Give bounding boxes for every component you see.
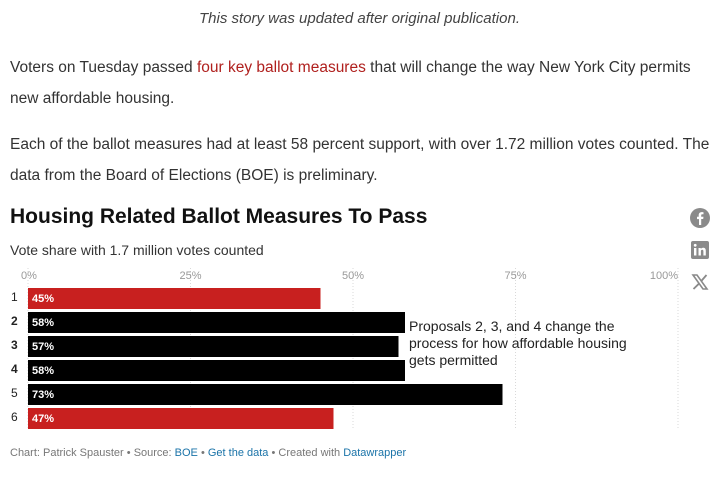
bar-value-label: 58% [32, 317, 54, 329]
annotation-line: Proposals 2, 3, and 4 change the [409, 318, 615, 334]
category-label: 5 [11, 386, 18, 400]
facebook-icon [690, 208, 710, 228]
linkedin-icon [691, 241, 709, 259]
category-label: 4 [11, 362, 18, 376]
category-label: 2 [11, 314, 18, 328]
x-tick-label: 50% [342, 270, 364, 282]
x-tick-label: 100% [650, 270, 678, 282]
chart-subtitle: Vote share with 1.7 million votes counte… [10, 242, 264, 258]
category-label: 6 [11, 410, 18, 424]
chart-title: Housing Related Ballot Measures To Pass [10, 205, 428, 228]
x-tick-label: 25% [179, 270, 201, 282]
intro-text-after: that will change the way New York City p… [10, 59, 691, 107]
footer-separator: • [197, 447, 208, 459]
bar-value-label: 57% [32, 341, 54, 353]
bar [28, 336, 399, 357]
created-with-label: Created with [278, 447, 344, 459]
intro-paragraph: Voters on Tuesday passed four key ballot… [10, 52, 710, 114]
bar-value-label: 73% [32, 389, 54, 401]
footer-separator: • [268, 447, 279, 459]
bar-value-label: 45% [32, 293, 54, 305]
chart-footer: Chart: Patrick Spauster • Source: BOE • … [10, 447, 406, 459]
x-tick-label: 0% [21, 270, 37, 282]
bar [28, 408, 334, 429]
bar [28, 384, 503, 405]
bar [28, 360, 405, 381]
annotation-line: gets permitted [409, 352, 498, 368]
bar-value-label: 47% [32, 413, 54, 425]
footer-separator: • [123, 447, 134, 459]
datawrapper-link[interactable]: Datawrapper [343, 447, 407, 459]
bar [28, 288, 321, 309]
support-paragraph: Each of the ballot measures had at least… [10, 136, 710, 184]
ballot-measures-link[interactable]: four key ballot measures [196, 59, 366, 76]
get-data-link[interactable]: Get the data [207, 447, 269, 459]
source-label: Source: [133, 447, 175, 459]
facebook-share-button[interactable] [689, 207, 711, 229]
x-icon [691, 274, 709, 290]
bar-value-label: 58% [32, 365, 54, 377]
category-label: 3 [11, 338, 18, 352]
x-share-button[interactable] [689, 271, 711, 293]
intro-text-before: Voters on Tuesday passed [10, 59, 197, 76]
category-label: 1 [11, 290, 18, 304]
x-tick-label: 75% [504, 270, 526, 282]
bar [28, 312, 405, 333]
source-link[interactable]: BOE [174, 447, 198, 459]
update-note: This story was updated after original pu… [198, 10, 520, 27]
annotation-line: process for how affordable housing [409, 335, 627, 351]
bar-chart: 0% 25% 50% 75% 100% 1 45% 2 58% 3 57% 4 58% 5 73% 6 47% P… [11, 268, 679, 429]
chart-credit: Chart: Patrick Spauster [10, 447, 124, 459]
linkedin-share-button[interactable] [689, 239, 711, 261]
